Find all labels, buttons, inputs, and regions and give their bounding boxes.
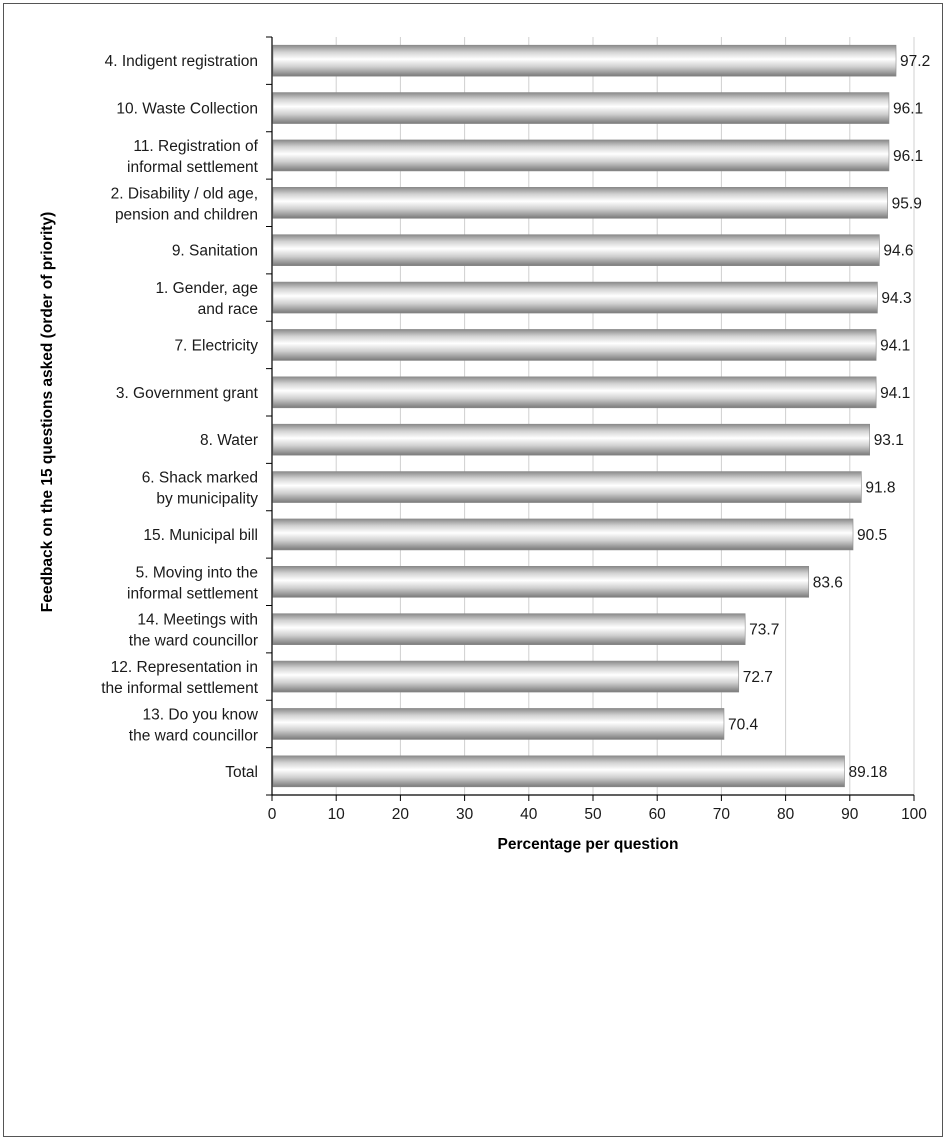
category-label-line: 1. Gender, age	[155, 280, 258, 297]
value-label: 94.1	[880, 337, 910, 354]
x-tick-label: 10	[328, 806, 346, 823]
category-label: 12. Representation in the informal settle…	[101, 659, 258, 697]
category-label: 9. Sanitation	[172, 243, 258, 260]
value-label: 91.8	[865, 480, 895, 497]
x-tick-labels: 0 10 20 30 40 50 60 70 80 90 100	[268, 806, 928, 823]
value-label: 93.1	[874, 432, 904, 449]
category-label: 15. Municipal bill	[143, 527, 258, 544]
category-label-line: 5. Moving into the	[136, 564, 258, 581]
category-label-line: 2. Disability / old age,	[111, 185, 258, 202]
bar	[272, 423, 871, 456]
category-label-line: 13. Do you know	[143, 706, 259, 723]
value-label: 97.2	[900, 53, 930, 70]
x-tick-label: 20	[392, 806, 410, 823]
bar	[272, 708, 725, 740]
bar	[272, 755, 845, 788]
y-axis-title: Feedback on the 15 questions asked (orde…	[39, 212, 56, 613]
bar	[272, 329, 877, 361]
value-label: 96.1	[893, 101, 923, 118]
category-label-line: and race	[198, 301, 258, 318]
bar	[272, 471, 862, 503]
x-tick-label: 80	[777, 806, 795, 823]
category-label: 2. Disability / old age, pension and chil…	[111, 185, 258, 223]
value-label: 83.6	[813, 574, 843, 591]
x-axis-title: Percentage per question	[498, 836, 679, 853]
value-label: 95.9	[892, 195, 922, 212]
x-tick-label: 60	[649, 806, 667, 823]
category-label-line: the informal settlement	[101, 680, 258, 697]
category-label: 8. Water	[200, 432, 258, 449]
bar	[272, 187, 888, 219]
bar	[272, 281, 878, 314]
category-labels: 4. Indigent registration 10. Waste Collec…	[101, 53, 259, 781]
bar	[272, 660, 740, 693]
category-label-line: informal settlement	[127, 159, 259, 176]
value-label: 70.4	[728, 716, 759, 733]
category-label-line: pension and children	[115, 206, 258, 223]
category-label-line: 12. Representation in	[111, 659, 258, 676]
bar	[272, 92, 890, 124]
category-label: 1. Gender, age and race	[155, 280, 258, 318]
category-label: 3. Government grant	[116, 385, 259, 402]
category-label: 10. Waste Collection	[116, 101, 258, 118]
category-label: Total	[225, 764, 258, 781]
bar	[272, 518, 854, 551]
x-tick-label: 30	[456, 806, 474, 823]
category-label: 11. Registration of informal settlement	[127, 138, 259, 176]
category-label-line: the ward councillor	[129, 727, 258, 744]
value-label: 94.6	[883, 243, 913, 260]
value-label: 94.1	[880, 385, 910, 402]
x-tick-label: 40	[520, 806, 538, 823]
value-label: 94.3	[881, 290, 911, 307]
axes	[266, 36, 915, 801]
bar	[272, 44, 897, 77]
x-tick-label: 90	[841, 806, 859, 823]
category-label: 7. Electricity	[174, 337, 258, 354]
value-label: 73.7	[749, 622, 779, 639]
category-label: 6. Shack marked by municipality	[142, 470, 259, 508]
bars	[272, 44, 897, 788]
x-tick-label: 0	[268, 806, 277, 823]
category-label-line: by municipality	[156, 491, 258, 508]
bar	[272, 234, 880, 266]
value-label: 90.5	[857, 527, 887, 544]
value-labels: 97.2 96.1 96.1 95.9 94.6 94.3 94.1 94.1 93.1 91.8…	[728, 53, 930, 781]
category-label: 5. Moving into the informal settlement	[127, 564, 259, 602]
category-label-line: 6. Shack marked	[142, 470, 258, 487]
category-label: 4. Indigent registration	[105, 53, 258, 70]
category-label: 14. Meetings with the ward councillor	[129, 612, 258, 650]
category-label-line: informal settlement	[127, 585, 259, 602]
bar	[272, 376, 877, 409]
bar	[272, 613, 746, 645]
category-label: 13. Do you know the ward councillor	[129, 706, 259, 744]
category-label-line: the ward councillor	[129, 633, 258, 650]
bar	[272, 139, 890, 172]
value-label: 96.1	[893, 148, 923, 165]
x-tick-label: 70	[713, 806, 731, 823]
category-label-line: 11. Registration of	[133, 138, 258, 155]
x-tick-label: 50	[584, 806, 602, 823]
bar	[272, 566, 810, 598]
value-label: 89.18	[849, 764, 888, 781]
value-label: 72.7	[743, 669, 773, 686]
category-label-line: 14. Meetings with	[137, 612, 258, 629]
x-tick-label: 100	[901, 806, 927, 823]
